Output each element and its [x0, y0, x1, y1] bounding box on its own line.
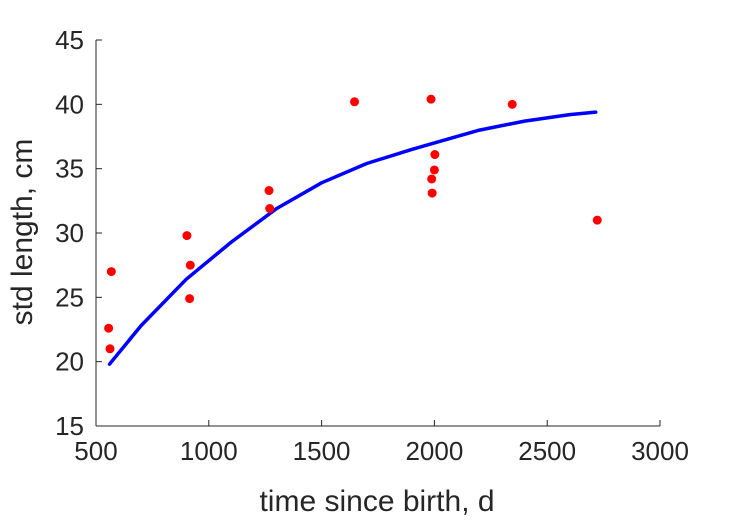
data-point [264, 186, 274, 196]
data-point [427, 174, 437, 184]
data-point [426, 94, 436, 104]
data-point [185, 294, 195, 304]
tick-labels: 500 1000 1500 2000 2500 3000 15 20 25 30 35 40 45 [55, 25, 689, 466]
y-tick-label: 30 [55, 218, 84, 248]
data-point [265, 204, 275, 214]
y-tick-label: 45 [55, 25, 84, 55]
data-point [427, 188, 437, 198]
data-point [507, 99, 517, 109]
data-point [105, 344, 115, 354]
y-tick-label: 25 [55, 282, 84, 312]
y-tick-label: 20 [55, 347, 84, 377]
data-point [182, 231, 192, 241]
data-point [430, 150, 440, 160]
data-point [592, 215, 602, 225]
data-point [104, 323, 114, 333]
x-tick-label: 1500 [293, 436, 351, 466]
axes [95, 39, 661, 427]
y-tick-label: 15 [55, 411, 84, 441]
x-axis-title: time since birth, d [259, 485, 494, 518]
x-tick-label: 1000 [180, 436, 238, 466]
x-tick-label: 3000 [631, 436, 689, 466]
data-point [185, 260, 195, 270]
x-tick-label: 500 [74, 436, 117, 466]
data-point [350, 97, 360, 107]
x-tick-label: 2000 [405, 436, 463, 466]
data-series [104, 94, 602, 366]
y-axis-title: std length, cm [6, 139, 39, 326]
data-point [429, 165, 439, 175]
y-tick-label: 35 [55, 154, 84, 184]
x-tick-label: 2500 [518, 436, 576, 466]
y-tick-label: 40 [55, 89, 84, 119]
fit-curve-line [107, 110, 598, 366]
data-point [106, 267, 116, 277]
